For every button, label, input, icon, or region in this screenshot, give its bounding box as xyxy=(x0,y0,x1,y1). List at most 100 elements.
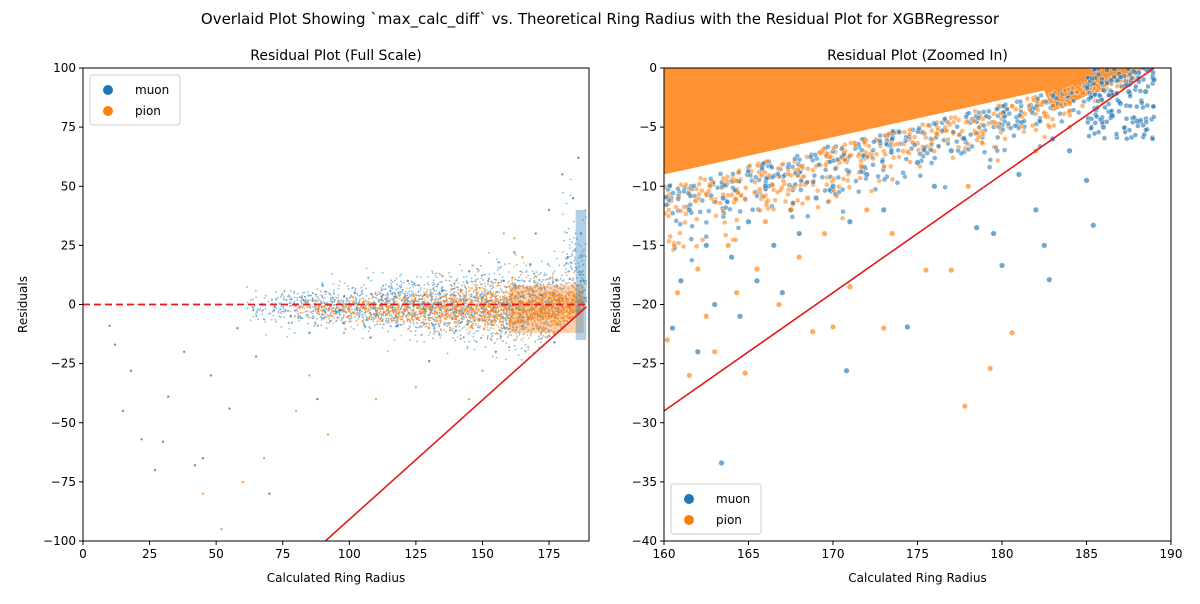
chart-1-cloud-muon-point xyxy=(256,315,258,317)
chart-1-cloud-pion-point xyxy=(321,314,323,316)
chart-1-cloud-pion-point xyxy=(409,327,411,329)
chart-1-cloud-pion-point xyxy=(401,311,403,313)
chart-1-cloud-muon-point xyxy=(408,283,410,285)
chart-1-cloud-pion-point xyxy=(409,322,411,324)
chart-1-cloud-muon-point xyxy=(392,281,394,283)
chart-1-cloud-pion-point xyxy=(498,326,500,328)
chart-1-cloud-muon-point xyxy=(452,330,454,332)
chart-1-cloud-pion-point xyxy=(497,294,499,296)
chart-1-cloud-muon-point xyxy=(507,336,509,338)
chart-1-pion-point xyxy=(521,256,523,258)
chart-1-cloud-pion-point xyxy=(378,308,380,310)
chart-1-y-tick-label: 75 xyxy=(61,120,76,134)
chart-1-cloud-pion-point xyxy=(411,309,413,311)
chart-1-cloud-muon-point xyxy=(310,295,312,297)
chart-1-cloud-muon-point xyxy=(371,316,373,318)
chart-1-cloud-muon-point xyxy=(391,315,393,317)
chart-1-cloud-muon-point xyxy=(283,297,285,299)
chart-1-cloud-muon-point xyxy=(294,315,296,317)
chart-1-cloud-pion-point xyxy=(492,310,494,312)
chart-1-cloud-pion-point xyxy=(476,305,478,307)
chart-1-cloud-pion-point xyxy=(522,337,524,339)
chart-1-cloud-pion-point xyxy=(363,307,365,309)
chart-1-cloud-pion-point xyxy=(505,308,507,310)
chart-1-cloud-muon-point xyxy=(415,334,417,336)
chart-1-cloud-muon-point xyxy=(354,316,356,318)
chart-1-cloud-pion-point xyxy=(483,309,485,311)
chart-1-cloud-muon-point xyxy=(420,287,422,289)
chart-1-cloud-pion-point xyxy=(455,306,457,308)
chart-1-cloud-muon-point xyxy=(454,340,456,342)
chart-1-cloud-muon-point xyxy=(400,324,402,326)
chart-1-cloud-muon-point xyxy=(429,332,431,334)
chart-1-cloud-muon-point xyxy=(497,333,499,335)
chart-1-cloud-muon-point xyxy=(390,290,392,292)
chart-1-cloud-muon-point xyxy=(367,320,369,322)
chart-1-cloud-muon-point xyxy=(374,325,376,327)
chart-1-cloud-pion-point xyxy=(487,329,489,331)
chart-1-cloud-muon-point xyxy=(437,293,439,295)
chart-1-cloud-pion-point xyxy=(460,322,462,324)
chart-1-cloud-muon-point xyxy=(417,285,419,287)
chart-1-cloud-muon-point xyxy=(463,336,465,338)
chart-1-cloud-pion-point xyxy=(497,291,499,293)
chart-1-cloud-muon-point xyxy=(513,339,515,341)
chart-1-cloud-muon-point xyxy=(484,291,486,293)
chart-1-cloud-muon-point xyxy=(547,337,549,339)
chart-1-cloud-muon-point xyxy=(399,275,401,277)
chart-1-cloud-pion-point xyxy=(469,317,471,319)
chart-1-cloud-pion-point xyxy=(459,329,461,331)
chart-1-cloud-muon-point xyxy=(435,293,437,295)
chart-1-y-tick-label: 50 xyxy=(61,179,76,193)
chart-1-cloud-pion-point xyxy=(397,317,399,319)
chart-1-cloud-muon-point xyxy=(383,285,385,287)
chart-1-cloud-pion-point xyxy=(427,305,429,307)
chart-1-cloud-pion-point xyxy=(424,300,426,302)
chart-1-cloud-muon-point xyxy=(413,308,415,310)
chart-1-cloud-muon-point xyxy=(425,319,427,321)
chart-1-cloud-muon-point xyxy=(484,285,486,287)
chart-1-cloud-pion-point xyxy=(390,319,392,321)
chart-1-cloud-muon-point xyxy=(499,274,501,276)
chart-1-cloud-muon-point xyxy=(488,329,490,331)
chart-1-cloud-muon-point xyxy=(324,297,326,299)
chart-1-pion-point xyxy=(308,374,310,376)
chart-1-cloud-pion-point xyxy=(499,285,501,287)
chart-1-cloud-muon-point xyxy=(445,331,447,333)
chart-1-cloud-muon-point xyxy=(538,274,540,276)
chart-1-cloud-muon-point xyxy=(433,333,435,335)
chart-1-cloud-muon-point xyxy=(570,179,572,181)
chart-1-cloud-muon-point xyxy=(372,320,374,322)
chart-1-cloud-pion-point xyxy=(367,310,369,312)
chart-1-cloud-pion-point xyxy=(325,313,327,315)
chart-1-cloud-muon-point xyxy=(560,278,562,280)
chart-1-cloud-muon-point xyxy=(362,337,364,339)
chart-1-cloud-muon-point xyxy=(390,279,392,281)
chart-1-cloud-muon-point xyxy=(486,338,488,340)
chart-1-cloud-pion-point xyxy=(495,285,497,287)
chart-1-cloud-pion-point xyxy=(328,322,330,324)
chart-1-cloud-muon-point xyxy=(403,282,405,284)
chart-1-cloud-pion-point xyxy=(354,313,356,315)
chart-1-cloud-muon-point xyxy=(391,286,393,288)
chart-1-cloud-muon-point xyxy=(280,296,282,298)
chart-1-cloud-muon-point xyxy=(485,314,487,316)
chart-1-cloud-pion-point xyxy=(319,305,321,307)
chart-1-cloud-muon-point xyxy=(538,335,540,337)
chart-1-cloud-pion-point xyxy=(457,324,459,326)
chart-1-cloud-muon-point xyxy=(357,294,359,296)
chart-1-cloud-pion-point xyxy=(454,315,456,317)
chart-1-legend-marker-pion xyxy=(103,106,113,116)
chart-1-cloud-muon-point xyxy=(402,289,404,291)
chart-1-pion-point xyxy=(343,332,345,334)
chart-1-cloud-pion-point xyxy=(364,314,366,316)
chart-1-cloud-pion-point xyxy=(454,291,456,293)
chart-1-cloud-pion-point xyxy=(330,315,332,317)
chart-1-cloud-pion-point xyxy=(398,312,400,314)
chart-1-cloud-muon-point xyxy=(474,349,476,351)
chart-1-cloud-pion-point xyxy=(446,306,448,308)
chart-1-cloud-muon-point xyxy=(500,288,502,290)
chart-1-cloud-muon-point xyxy=(562,192,564,194)
chart-1-cloud-pion-point xyxy=(298,315,300,317)
chart-1-cloud-muon-point xyxy=(469,331,471,333)
